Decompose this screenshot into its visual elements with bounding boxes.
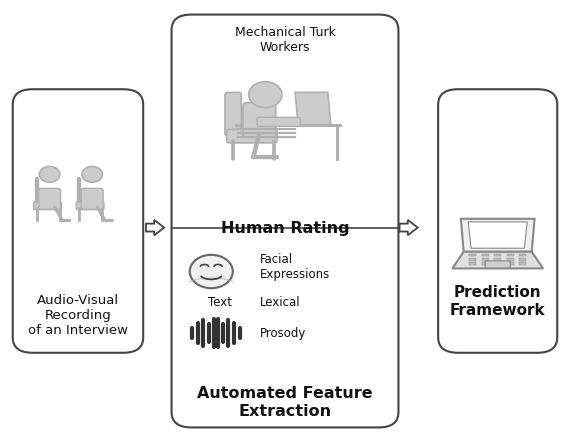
FancyBboxPatch shape: [34, 202, 62, 210]
FancyBboxPatch shape: [172, 15, 398, 427]
FancyArrow shape: [146, 220, 164, 235]
Text: Mechanical Turk
Workers: Mechanical Turk Workers: [235, 26, 335, 53]
Circle shape: [249, 82, 282, 107]
FancyBboxPatch shape: [257, 117, 300, 126]
Text: Audio-Visual
Recording
of an Interview: Audio-Visual Recording of an Interview: [28, 294, 128, 337]
Bar: [469, 258, 476, 260]
Bar: [482, 254, 488, 256]
FancyBboxPatch shape: [485, 261, 510, 268]
FancyBboxPatch shape: [243, 103, 276, 137]
Polygon shape: [461, 219, 535, 252]
Bar: [482, 258, 488, 260]
FancyArrow shape: [400, 220, 418, 235]
Circle shape: [190, 255, 233, 288]
Bar: [494, 254, 501, 256]
FancyBboxPatch shape: [81, 188, 103, 210]
Text: Prosody: Prosody: [259, 327, 306, 339]
Circle shape: [39, 167, 60, 182]
Polygon shape: [295, 92, 331, 125]
Bar: [482, 262, 488, 265]
Bar: [507, 258, 514, 260]
Text: Prediction
Framework: Prediction Framework: [450, 285, 545, 318]
Bar: [507, 262, 514, 265]
Bar: [519, 262, 526, 265]
FancyBboxPatch shape: [76, 202, 104, 210]
Bar: [494, 262, 501, 265]
Circle shape: [82, 167, 103, 182]
Polygon shape: [468, 222, 527, 248]
FancyBboxPatch shape: [227, 130, 277, 143]
Bar: [494, 258, 501, 260]
FancyBboxPatch shape: [438, 89, 557, 353]
Text: Automated Feature
Extraction: Automated Feature Extraction: [197, 386, 373, 419]
Polygon shape: [453, 252, 543, 268]
Bar: [469, 254, 476, 256]
Bar: [519, 258, 526, 260]
Bar: [469, 262, 476, 265]
Text: Human Rating: Human Rating: [221, 221, 349, 236]
Text: Facial
Expressions: Facial Expressions: [259, 253, 329, 281]
Bar: [507, 254, 514, 256]
FancyBboxPatch shape: [13, 89, 143, 353]
FancyBboxPatch shape: [39, 188, 60, 210]
Bar: [519, 254, 526, 256]
Text: Lexical: Lexical: [259, 296, 300, 309]
Text: Text: Text: [209, 296, 233, 309]
FancyBboxPatch shape: [225, 92, 241, 136]
